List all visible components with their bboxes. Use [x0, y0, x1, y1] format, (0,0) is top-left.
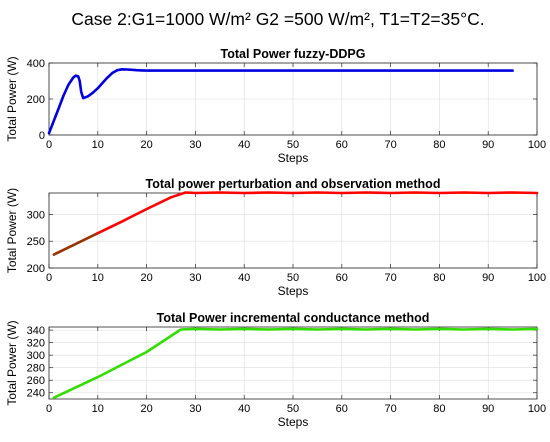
x-tick-label: 80 [433, 403, 445, 415]
chart-title: Total Power incremental conductance meth… [157, 311, 430, 325]
y-tick-label: 280 [27, 363, 45, 375]
x-tick-label: 0 [46, 139, 52, 151]
y-tick-label: 340 [27, 325, 45, 337]
y-axis-label: Total Power (W) [5, 320, 19, 405]
x-tick-label: 40 [238, 272, 250, 284]
y-tick-label: 0 [39, 130, 45, 142]
x-tick-label: 90 [482, 139, 494, 151]
y-tick-label: 250 [27, 236, 45, 248]
x-tick-label: 100 [528, 403, 546, 415]
x-tick-label: 60 [336, 272, 348, 284]
series-line-1 [52, 231, 100, 256]
x-tick-label: 60 [336, 139, 348, 151]
x-tick-label: 0 [46, 403, 52, 415]
x-tick-label: 30 [189, 403, 201, 415]
y-tick-label: 400 [27, 58, 45, 70]
series-line-1 [47, 68, 514, 135]
x-tick-label: 90 [482, 403, 494, 415]
x-tick-label: 40 [238, 403, 250, 415]
y-axis-label: Total Power (W) [5, 188, 19, 273]
chart-title: Total Power fuzzy-DDPG [221, 47, 366, 61]
y-tick-label: 320 [27, 338, 45, 350]
y-tick-label: 200 [27, 263, 45, 275]
x-tick-label: 80 [433, 139, 445, 151]
y-tick-label: 260 [27, 375, 45, 387]
x-axis-label: Steps [278, 284, 309, 298]
x-tick-label: 60 [336, 403, 348, 415]
series-line-2 [96, 191, 539, 235]
x-tick-label: 90 [482, 272, 494, 284]
x-tick-label: 40 [238, 139, 250, 151]
x-tick-label: 70 [384, 272, 396, 284]
chart-panel-2: 0 10 20 30 40 50 60 70 80 90 100 200 250 300 Total pow… [5, 177, 546, 298]
x-tick-label: 20 [140, 403, 152, 415]
x-tick-label: 70 [384, 139, 396, 151]
y-tick-label: 240 [27, 388, 45, 400]
x-tick-label: 10 [92, 272, 104, 284]
x-tick-label: 50 [287, 272, 299, 284]
x-tick-label: 70 [384, 403, 396, 415]
x-tick-label: 50 [287, 403, 299, 415]
series-line-1 [52, 327, 539, 400]
x-tick-label: 100 [528, 272, 546, 284]
y-tick-label: 200 [27, 94, 45, 106]
y-tick-label: 300 [27, 350, 45, 362]
y-tick-label: 300 [27, 209, 45, 221]
x-tick-label: 100 [528, 139, 546, 151]
chart-title: Total power perturbation and observation… [146, 177, 441, 191]
chart-panel-1: 0 10 20 30 40 50 60 70 80 90 100 0 200 400 Total Power… [5, 47, 546, 165]
x-tick-label: 0 [46, 272, 52, 284]
x-tick-label: 10 [92, 403, 104, 415]
x-axis-label: Steps [278, 151, 309, 165]
chart-panel-3: 0 10 20 30 40 50 60 70 80 90 100 240260280300320340… [5, 311, 546, 429]
x-tick-label: 20 [140, 272, 152, 284]
x-tick-label: 50 [287, 139, 299, 151]
x-tick-label: 10 [92, 139, 104, 151]
y-axis-label: Total Power (W) [5, 56, 19, 141]
x-axis-label: Steps [278, 415, 309, 429]
x-tick-label: 30 [189, 272, 201, 284]
x-tick-label: 80 [433, 272, 445, 284]
figure-title: Case 2:G1=1000 W/m² G2 =500 W/m², T1=T2=… [71, 9, 484, 29]
x-tick-label: 30 [189, 139, 201, 151]
x-tick-label: 20 [140, 139, 152, 151]
